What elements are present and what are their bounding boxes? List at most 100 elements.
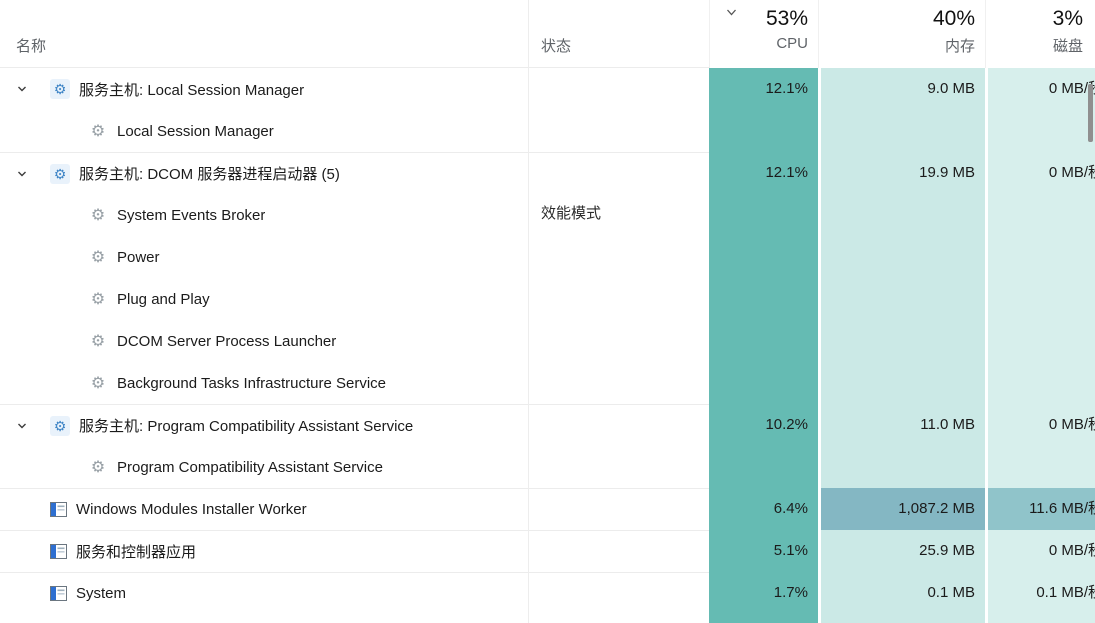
cpu-value: 10.2%	[709, 404, 818, 446]
cpu-value	[709, 320, 818, 362]
cpu-value	[709, 194, 818, 236]
process-name: 服务主机: Local Session Manager	[79, 81, 305, 99]
disk-value: 0 MB/秒	[985, 68, 1095, 110]
process-name: Local Session Manager	[117, 122, 274, 140]
memory-value	[818, 110, 985, 152]
memory-value: 1,087.2 MB	[818, 488, 985, 530]
chevron-down-icon[interactable]	[16, 168, 50, 180]
chevron-down-icon[interactable]	[16, 420, 50, 432]
memory-value	[818, 278, 985, 320]
process-name: Windows Modules Installer Worker	[76, 501, 307, 518]
disk-value	[985, 194, 1095, 236]
service-gear-icon: ⚙	[90, 375, 106, 392]
table-row[interactable]: ⚙ Background Tasks Infrastructure Servic…	[0, 362, 1095, 404]
memory-value: 11.0 MB	[818, 404, 985, 446]
cpu-total-percent: 53%	[765, 7, 808, 30]
memory-value	[818, 320, 985, 362]
process-name: System Events Broker	[117, 206, 266, 224]
process-name: 服务和控制器应用	[76, 544, 197, 561]
table-row[interactable]: ⚙ DCOM Server Process Launcher	[0, 320, 1095, 362]
table-row[interactable]: ⚙ 服务主机: Program Compatibility Assistant …	[0, 404, 1095, 446]
table-filler-row	[0, 614, 1095, 623]
column-header-name-label: 名称	[16, 38, 47, 55]
process-status: 效能模式	[528, 194, 709, 236]
table-row[interactable]: ⚙ Power	[0, 236, 1095, 278]
disk-total-percent: 3%	[1052, 7, 1083, 30]
process-status	[528, 68, 709, 110]
process-status	[528, 152, 709, 194]
cpu-column-label: CPU	[776, 35, 808, 52]
service-gear-icon: ⚙	[90, 207, 106, 224]
memory-value	[818, 446, 985, 488]
service-host-gear-icon: ⚙	[50, 415, 70, 436]
disk-value: 0 MB/秒	[985, 530, 1095, 572]
process-status	[528, 488, 709, 530]
column-header-disk[interactable]: 3% 磁盘	[985, 0, 1095, 68]
table-row[interactable]: 服务和控制器应用 5.1% 25.9 MB 0 MB/秒	[0, 530, 1095, 572]
process-status	[528, 110, 709, 152]
table-row[interactable]: System 1.7% 0.1 MB 0.1 MB/秒	[0, 572, 1095, 614]
service-gear-icon: ⚙	[90, 459, 106, 476]
disk-value: 11.6 MB/秒	[985, 488, 1095, 530]
disk-value	[985, 278, 1095, 320]
process-name: 服务主机: DCOM 服务器进程启动器 (5)	[79, 166, 340, 183]
table-row[interactable]: ⚙ Local Session Manager	[0, 110, 1095, 152]
memory-value: 9.0 MB	[818, 68, 985, 110]
table-row[interactable]: ⚙ 服务主机: Local Session Manager 12.1% 9.0 …	[0, 68, 1095, 110]
service-gear-icon: ⚙	[90, 291, 106, 308]
cpu-value	[709, 110, 818, 152]
column-header-cpu[interactable]: 53% CPU	[709, 0, 818, 68]
table-row[interactable]: ⚙ System Events Broker 效能模式	[0, 194, 1095, 236]
service-host-gear-icon: ⚙	[50, 79, 70, 99]
cpu-value	[709, 236, 818, 278]
process-name: 服务主机: Program Compatibility Assistant Se…	[79, 418, 414, 435]
disk-value	[985, 236, 1095, 278]
table-row[interactable]: Windows Modules Installer Worker 6.4% 1,…	[0, 488, 1095, 530]
app-window-icon	[50, 502, 67, 517]
service-gear-icon: ⚙	[90, 333, 106, 350]
disk-column-label: 磁盘	[1052, 38, 1083, 55]
app-window-icon	[50, 544, 67, 559]
sort-descending-icon	[726, 4, 737, 21]
service-host-gear-icon: ⚙	[50, 163, 70, 184]
disk-value	[985, 446, 1095, 488]
process-status	[528, 236, 709, 278]
process-status	[528, 530, 709, 572]
service-gear-icon: ⚙	[90, 249, 106, 266]
process-status	[528, 572, 709, 614]
column-header-status-label: 状态	[541, 38, 572, 55]
memory-value: 19.9 MB	[818, 152, 985, 194]
cpu-value: 12.1%	[709, 152, 818, 194]
process-status	[528, 404, 709, 446]
table-row[interactable]: ⚙ Program Compatibility Assistant Servic…	[0, 446, 1095, 488]
process-name: Plug and Play	[117, 290, 210, 308]
memory-value	[818, 236, 985, 278]
table-row[interactable]: ⚙ Plug and Play	[0, 278, 1095, 320]
memory-value	[818, 194, 985, 236]
process-name: DCOM Server Process Launcher	[117, 332, 337, 350]
vertical-scrollbar-thumb[interactable]	[1088, 84, 1093, 142]
column-header-row: 名称 状态 53% CPU 40% 内存 3% 磁盘	[0, 0, 1095, 68]
disk-value: 0 MB/秒	[985, 404, 1095, 446]
table-row[interactable]: ⚙ 服务主机: DCOM 服务器进程启动器 (5) 12.1% 19.9 MB …	[0, 152, 1095, 194]
disk-value	[985, 110, 1095, 152]
process-status	[528, 320, 709, 362]
disk-value: 0.1 MB/秒	[985, 572, 1095, 614]
column-header-name[interactable]: 名称	[0, 0, 528, 68]
app-window-icon	[50, 586, 67, 601]
process-name: Power	[117, 248, 160, 266]
cpu-value	[709, 362, 818, 404]
process-status	[528, 446, 709, 488]
process-name: Background Tasks Infrastructure Service	[117, 374, 387, 392]
chevron-down-icon[interactable]	[16, 83, 50, 95]
process-name: System	[76, 585, 127, 602]
memory-column-label: 内存	[944, 38, 975, 55]
column-header-status[interactable]: 状态	[528, 0, 709, 68]
column-header-memory[interactable]: 40% 内存	[818, 0, 985, 68]
process-status	[528, 278, 709, 320]
service-gear-icon: ⚙	[90, 123, 106, 140]
memory-value	[818, 362, 985, 404]
memory-value: 25.9 MB	[818, 530, 985, 572]
cpu-value: 12.1%	[709, 68, 818, 110]
